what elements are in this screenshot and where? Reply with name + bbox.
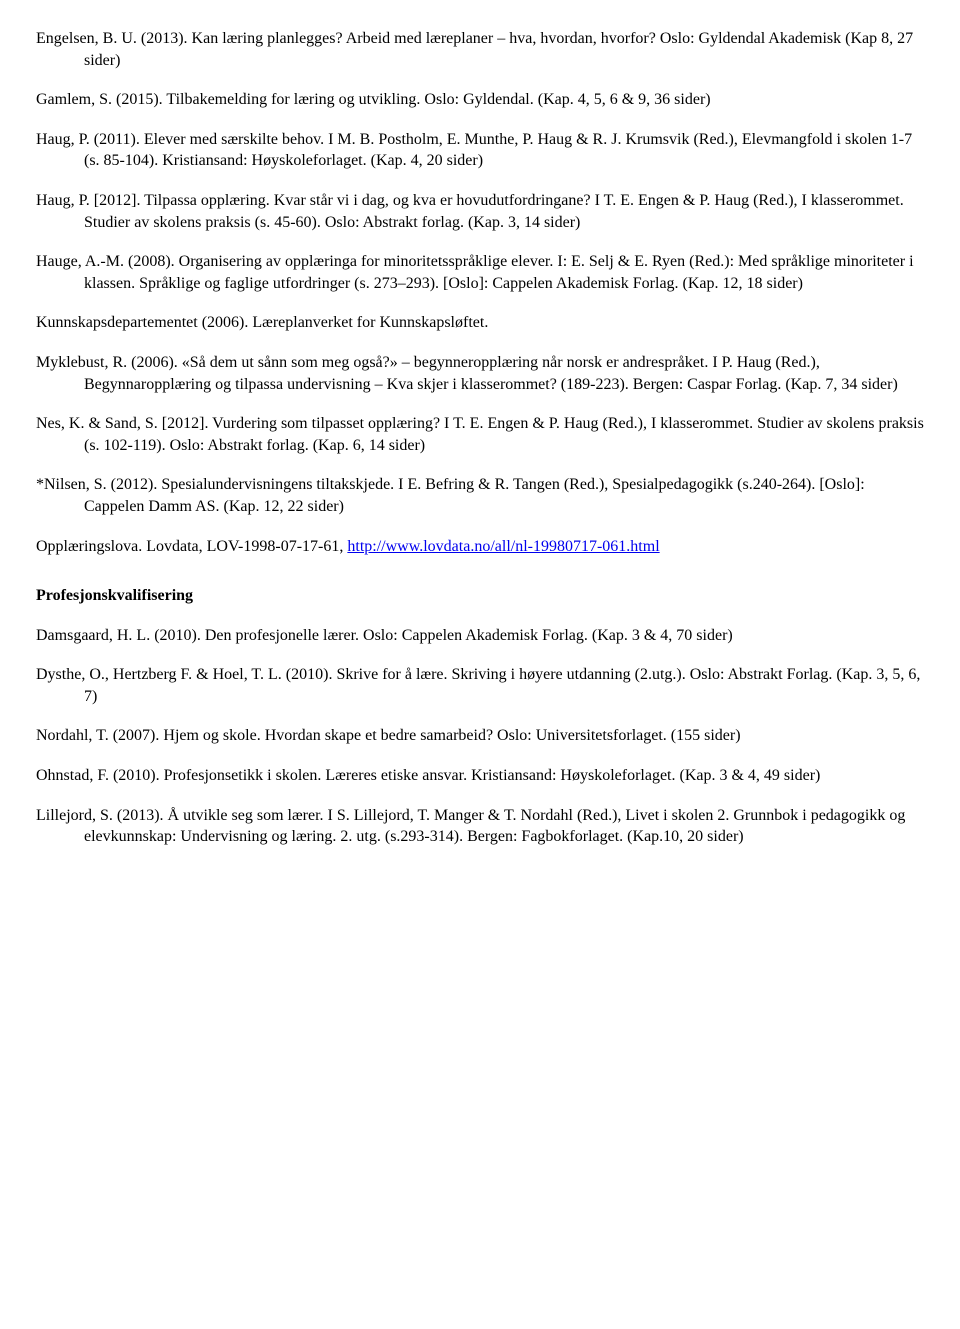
section-heading: Profesjonskvalifisering <box>36 585 924 607</box>
reference-entry: *Nilsen, S. (2012). Spesialundervisninge… <box>36 474 924 517</box>
reference-entry: Lillejord, S. (2013). Å utvikle seg som … <box>36 805 924 848</box>
reference-entry: Damsgaard, H. L. (2010). Den profesjonel… <box>36 625 924 647</box>
link-lovdata[interactable]: http://www.lovdata.no/all/nl-19980717-06… <box>347 538 659 555</box>
reference-entry: Nordahl, T. (2007). Hjem og skole. Hvord… <box>36 725 924 747</box>
reference-entry: Dysthe, O., Hertzberg F. & Hoel, T. L. (… <box>36 664 924 707</box>
reference-entry: Haug, P. [2012]. Tilpassa opplæring. Kva… <box>36 190 924 233</box>
reference-entry: Nes, K. & Sand, S. [2012]. Vurdering som… <box>36 413 924 456</box>
reference-entry: Kunnskapsdepartementet (2006). Læreplanv… <box>36 312 924 334</box>
reference-entry: Haug, P. (2011). Elever med særskilte be… <box>36 129 924 172</box>
reference-entry: Myklebust, R. (2006). «Så dem ut sånn so… <box>36 352 924 395</box>
reference-entry: Gamlem, S. (2015). Tilbakemelding for læ… <box>36 89 924 111</box>
reference-entry: Ohnstad, F. (2010). Profesjonsetikk i sk… <box>36 765 924 787</box>
reference-entry: Opplæringslova. Lovdata, LOV-1998-07-17-… <box>36 536 924 558</box>
reference-text: Opplæringslova. Lovdata, LOV-1998-07-17-… <box>36 538 347 555</box>
reference-entry: Hauge, A.-M. (2008). Organisering av opp… <box>36 251 924 294</box>
reference-entry: Engelsen, B. U. (2013). Kan læring planl… <box>36 28 924 71</box>
